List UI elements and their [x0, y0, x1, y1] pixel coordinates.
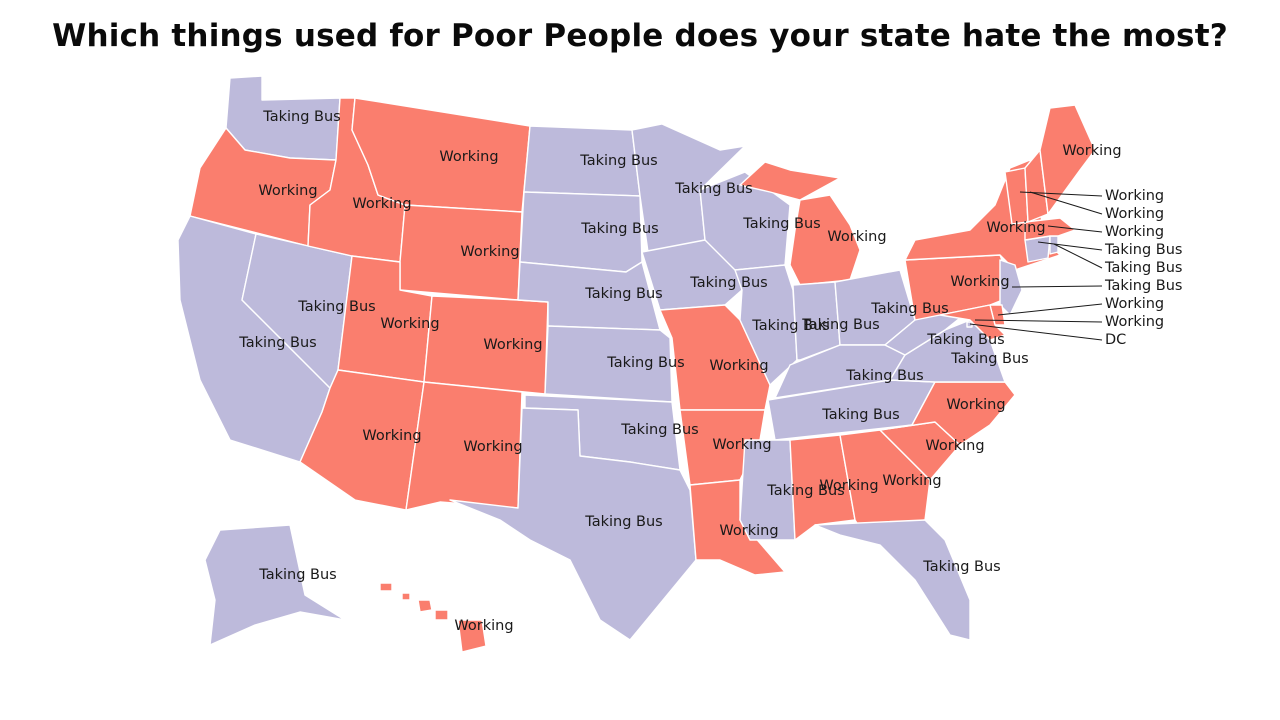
state-label-ms: Taking Bus	[766, 483, 844, 499]
state-label-tx: Taking Bus	[584, 514, 662, 530]
state-label-nd: Taking Bus	[579, 153, 657, 169]
callout-line-ct	[1037, 241, 1103, 251]
state-la	[689, 479, 786, 576]
state-label-ny: Working	[986, 220, 1045, 236]
callout-label-de: Working	[1105, 296, 1164, 312]
state-label-sd: Taking Bus	[580, 221, 658, 237]
state-dc	[966, 321, 973, 328]
state-label-pa: Working	[950, 274, 1009, 290]
state-label-nv: Taking Bus	[297, 299, 375, 315]
callout-line-md	[974, 319, 1103, 323]
callout-label-md: Working	[1105, 314, 1164, 330]
callout-label-ma: Working	[1105, 224, 1164, 240]
callout-line-nh	[1029, 191, 1103, 215]
state-label-hi: Working	[454, 618, 513, 634]
state-label-wv: Taking Bus	[926, 332, 1004, 348]
callout-line-ri	[1053, 243, 1103, 269]
callout-line-dc	[969, 323, 1103, 341]
state-fl	[814, 519, 971, 641]
callout-label-ri: Taking Bus	[1104, 260, 1182, 276]
state-wy	[399, 204, 523, 301]
callout-line-de	[997, 303, 1103, 316]
state-label-il: Taking Bus	[751, 318, 829, 334]
callout-line-ma	[1047, 225, 1103, 233]
state-label-wy: Working	[460, 244, 519, 260]
callout-label-nh: Working	[1105, 206, 1164, 222]
state-label-az: Working	[362, 428, 421, 444]
state-label-la: Working	[719, 523, 778, 539]
state-label-nc: Working	[946, 397, 1005, 413]
state-label-mt: Working	[439, 149, 498, 165]
state-label-al: Working	[819, 478, 878, 494]
state-label-ks: Taking Bus	[606, 355, 684, 371]
state-label-me: Working	[1062, 143, 1121, 159]
state-label-oh: Taking Bus	[870, 301, 948, 317]
state-label-mo: Working	[709, 358, 768, 374]
callout-label-nj: Taking Bus	[1104, 278, 1182, 294]
state-ak	[204, 524, 346, 646]
state-label-co: Working	[483, 337, 542, 353]
callout-line-nj	[1011, 285, 1103, 288]
state-il	[734, 264, 798, 386]
state-label-in: Taking Bus	[801, 317, 879, 333]
state-label-ne: Taking Bus	[584, 286, 662, 302]
callout-label-dc: DC	[1105, 332, 1126, 348]
state-label-sc: Working	[925, 438, 984, 454]
state-label-or: Working	[258, 183, 317, 199]
callout-label-vt: Working	[1105, 188, 1164, 204]
state-mo	[659, 304, 771, 411]
callout-label-ct: Taking Bus	[1104, 242, 1182, 258]
state-label-wa: Taking Bus	[262, 109, 340, 125]
state-ks	[544, 325, 673, 403]
state-label-ar: Working	[712, 437, 771, 453]
state-label-ak: Taking Bus	[258, 567, 336, 583]
state-label-tn: Taking Bus	[821, 407, 899, 423]
state-label-mn: Taking Bus	[674, 181, 752, 197]
state-label-ut: Working	[380, 316, 439, 332]
map-title: Which things used for Poor People does y…	[52, 18, 1228, 54]
state-label-nm: Working	[463, 439, 522, 455]
state-label-ky: Taking Bus	[845, 368, 923, 384]
state-label-ok: Taking Bus	[620, 422, 698, 438]
state-label-mi: Working	[827, 229, 886, 245]
state-me	[1039, 104, 1096, 215]
state-tx	[449, 407, 697, 641]
state-label-va: Taking Bus	[950, 351, 1028, 367]
state-al	[789, 434, 856, 541]
state-label-ca: Taking Bus	[238, 335, 316, 351]
state-nj	[999, 259, 1023, 316]
state-hi	[379, 582, 487, 653]
state-ma	[1024, 217, 1076, 241]
state-label-fl: Taking Bus	[922, 559, 1000, 575]
state-ms	[739, 439, 796, 541]
state-label-ga: Working	[882, 473, 941, 489]
state-label-id: Working	[352, 196, 411, 212]
state-label-ia: Taking Bus	[689, 275, 767, 291]
state-label-wi: Taking Bus	[742, 216, 820, 232]
